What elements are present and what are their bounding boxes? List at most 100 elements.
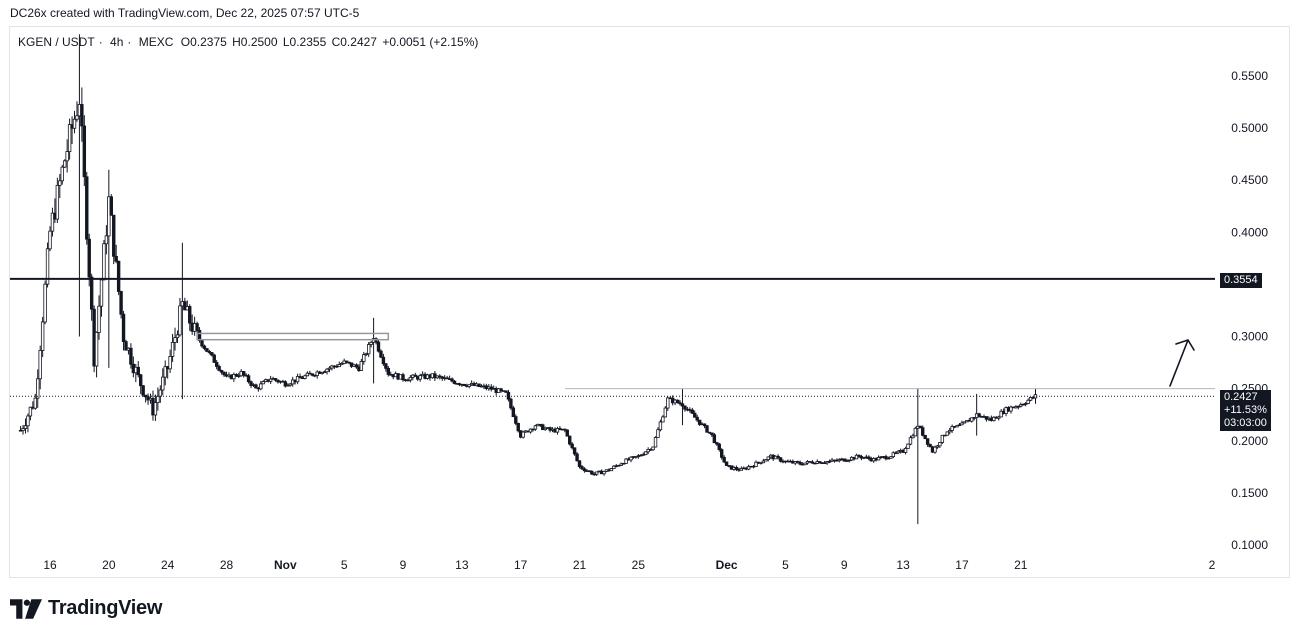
chart-frame[interactable] [9, 26, 1290, 578]
candle-body [28, 406, 33, 417]
candle-body [450, 378, 454, 382]
candle-body [168, 356, 172, 370]
candle-body [661, 416, 665, 423]
candle-body [80, 104, 84, 127]
symbol-pair[interactable]: KGEN / USDT [18, 35, 95, 49]
candle-body [344, 360, 349, 363]
candle-body [75, 115, 79, 120]
candle-body [690, 409, 694, 414]
candle-body [114, 255, 118, 262]
candle-body [207, 351, 212, 353]
candle-body [305, 372, 310, 377]
candle-body [955, 425, 959, 428]
candle-body [261, 381, 265, 385]
candle-body [960, 422, 964, 426]
candle-body [219, 370, 224, 373]
candle-body [764, 459, 768, 462]
candle-body [362, 354, 366, 362]
candle-body [884, 456, 888, 460]
candle-body [63, 160, 67, 168]
brand-name: TradingView [48, 597, 163, 619]
candle-body [386, 367, 391, 375]
candle-body [935, 445, 940, 448]
candle-body [462, 383, 466, 387]
candle-body [67, 124, 72, 152]
x-tick-label: 13 [896, 558, 910, 572]
candle-body [570, 443, 574, 449]
symbol-close: C0.2427 [331, 35, 377, 49]
candle-body [933, 446, 937, 453]
level-price-tag: 0.3554 [1220, 273, 1262, 288]
candle-body [38, 350, 42, 380]
chart-caption: DC26x created with TradingView.com, Dec … [10, 6, 360, 20]
candle-body [43, 283, 47, 323]
candle-body [499, 388, 503, 392]
x-tick-label: 21 [573, 558, 587, 572]
candle-body [445, 377, 449, 380]
candle-body [273, 378, 278, 381]
candle-body [575, 453, 579, 462]
candle-body [97, 305, 101, 333]
candle-body [680, 403, 685, 407]
x-tick-label: 9 [400, 558, 407, 572]
candle-body [124, 341, 128, 351]
candle-body [867, 456, 871, 459]
candle-body [283, 381, 288, 387]
candle-body [594, 471, 599, 475]
candle-body [60, 166, 64, 182]
candle-body [381, 356, 386, 365]
candle-body [746, 466, 751, 470]
candle-body [489, 386, 493, 390]
candle-body [754, 461, 758, 467]
candle-body [891, 452, 896, 458]
x-axis: 16 20 24 28 Nov 5 9 13 17 21 25 Dec 5 9 13 17 21 2 [43, 558, 1215, 572]
candle-body [325, 368, 329, 373]
candle-body [798, 461, 802, 465]
candle-body [695, 416, 699, 421]
candle-body [156, 395, 160, 403]
candle-body [163, 366, 167, 378]
candle-body [889, 456, 893, 459]
candle-body [139, 374, 143, 387]
bar-countdown: 03:03:00 [1224, 417, 1267, 429]
candle-body [141, 385, 145, 396]
candle-body [369, 341, 373, 345]
candle-body [72, 118, 77, 129]
symbol-interval[interactable]: 4h [110, 35, 124, 49]
candles-layer [18, 34, 1038, 525]
candle-body [921, 427, 925, 436]
candle-body [940, 434, 945, 443]
candle-body [467, 384, 471, 387]
candle-body [55, 185, 60, 220]
candle-body [658, 421, 663, 431]
candle-body [653, 437, 658, 448]
candle-body [582, 468, 587, 472]
candle-body [21, 428, 25, 431]
candle-body [911, 435, 915, 439]
candle-body [504, 390, 508, 393]
x-tick-label: 17 [955, 558, 969, 572]
candle-body [215, 362, 219, 367]
candle-body [506, 391, 511, 400]
candle-body [161, 376, 165, 391]
candle-body [23, 425, 28, 429]
tradingview-logo[interactable]: TradingView [10, 597, 162, 620]
candle-body [712, 434, 717, 444]
candle-body [528, 428, 533, 433]
candle-body [810, 461, 815, 464]
candle-body [109, 196, 113, 216]
candle-body [896, 450, 900, 454]
candle-body [776, 455, 780, 459]
y-tick-label: 0.2000 [1231, 434, 1268, 448]
candle-body [354, 364, 359, 368]
candle-body [796, 461, 800, 463]
current-price-change: +11.53% [1224, 404, 1267, 416]
x-tick-label: 5 [341, 558, 348, 572]
candle-body [94, 332, 99, 367]
candle-body [107, 196, 111, 237]
symbol-change: +0.0051 (+2.15%) [382, 35, 479, 49]
candle-body [359, 361, 364, 371]
candle-body [656, 429, 660, 438]
candle-body [303, 375, 307, 379]
